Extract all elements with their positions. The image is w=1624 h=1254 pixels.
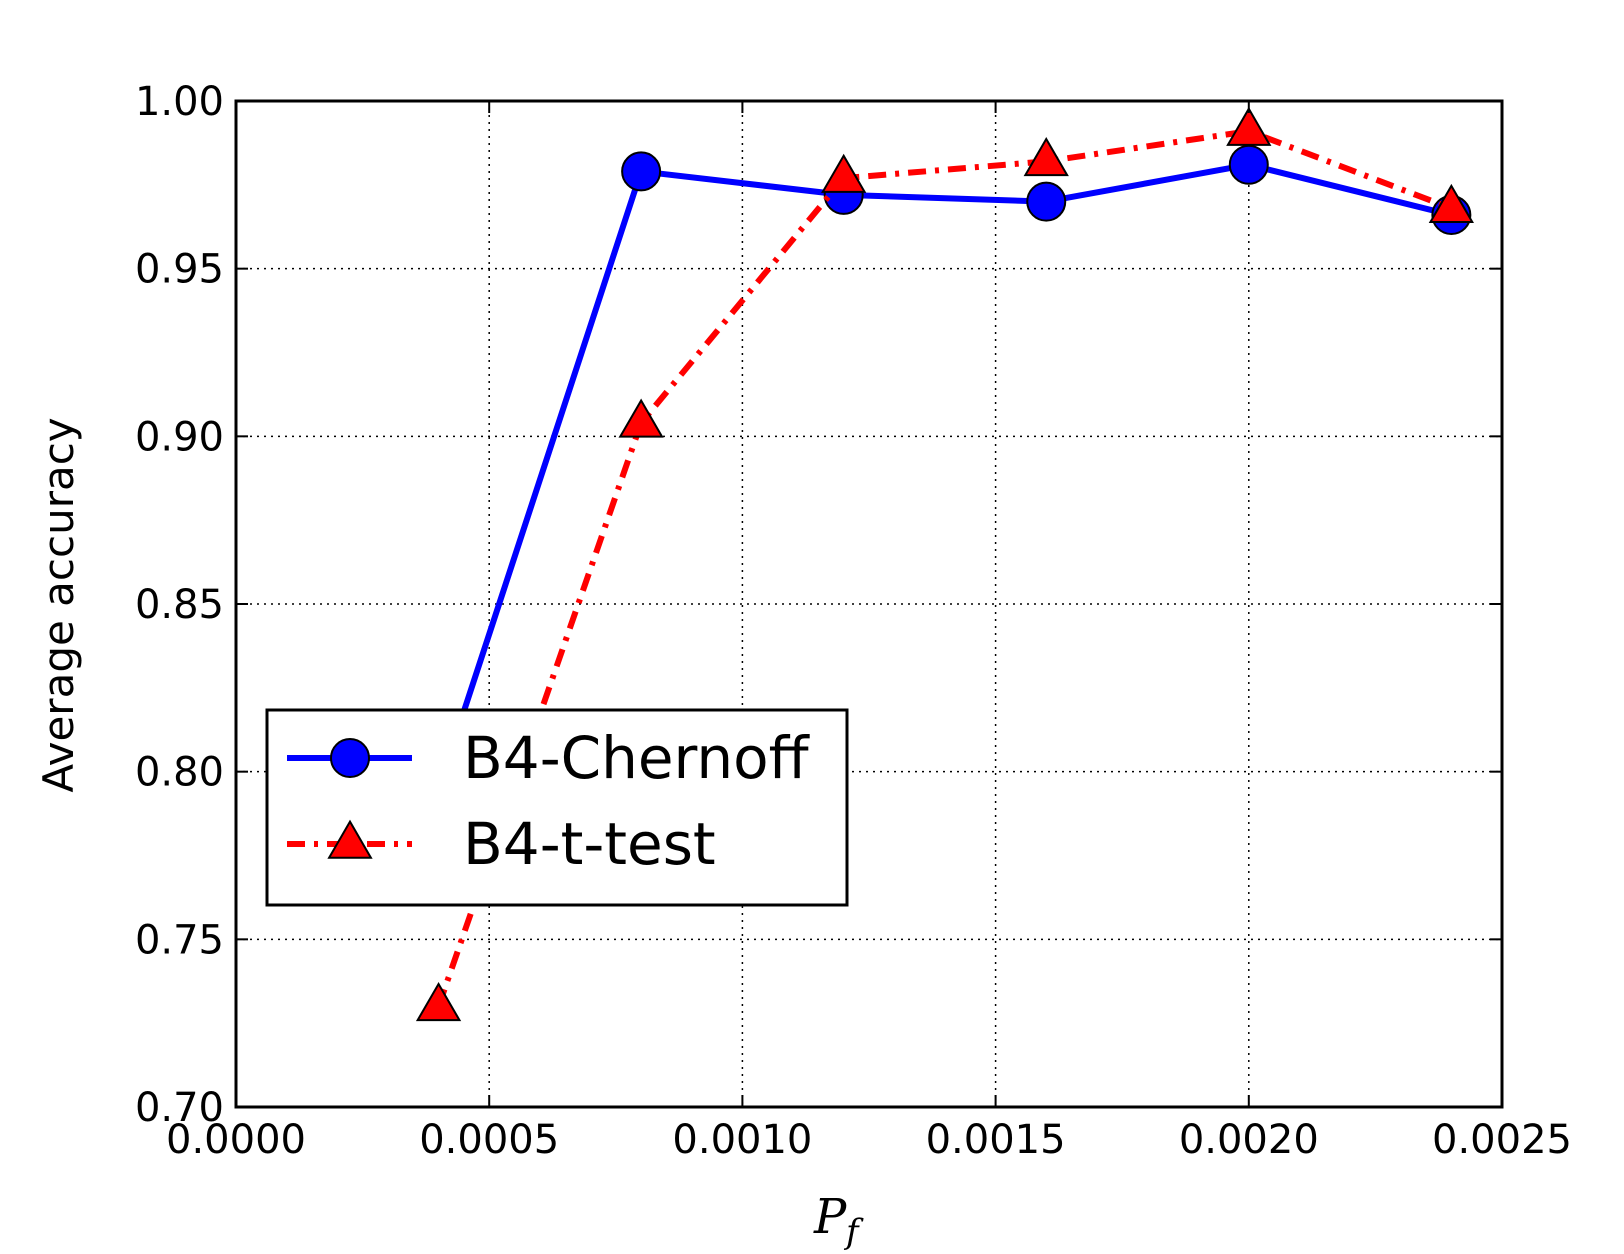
y-tick-label: 0.70 [135, 1085, 224, 1131]
legend-label: B4-t-test [463, 810, 716, 878]
ticks: 0.0000 0.0005 0.0010 0.0015 0.0020 0.0025 0.70… [135, 79, 1572, 1163]
y-axis-label: Average accuracy [34, 417, 83, 792]
triangle-marker [821, 153, 867, 193]
circle-marker [621, 151, 662, 192]
y-tick-label: 0.90 [135, 414, 224, 460]
triangle-marker [1226, 106, 1272, 146]
x-tick-label: 0.0005 [419, 1117, 559, 1163]
x-tick-label: 0.0000 [166, 1117, 306, 1163]
x-tick-label: 0.0015 [926, 1117, 1066, 1163]
x-tick-label: 0.0010 [672, 1117, 812, 1163]
triangle-marker [1023, 136, 1069, 177]
series-layer [415, 106, 1474, 1022]
triangle-marker [1428, 183, 1474, 224]
series-2 [415, 106, 1474, 1022]
legend-triangle-icon [327, 819, 373, 859]
y-tick-label: 0.95 [135, 247, 224, 293]
triangle-marker [415, 982, 462, 1022]
circle-marker [1228, 144, 1269, 185]
y-tick-label: 0.85 [135, 582, 224, 628]
x-tick-label: 0.0025 [1432, 1117, 1572, 1163]
x-tick-label: 0.0020 [1179, 1117, 1319, 1163]
y-tick-label: 1.00 [135, 79, 224, 125]
triangle-marker [618, 398, 664, 438]
x-axis-label-main: P [813, 1189, 847, 1245]
circle-marker [1026, 181, 1067, 222]
series-line [435, 161, 1453, 790]
y-tick-label: 0.75 [135, 917, 224, 963]
legend-circle-icon [330, 738, 370, 778]
legend-label: B4-Chernoff [463, 724, 811, 792]
legend-frame [265, 708, 849, 907]
legend: B4-Chernoff B4-t-test [265, 708, 849, 907]
y-tick-label: 0.80 [135, 750, 224, 796]
